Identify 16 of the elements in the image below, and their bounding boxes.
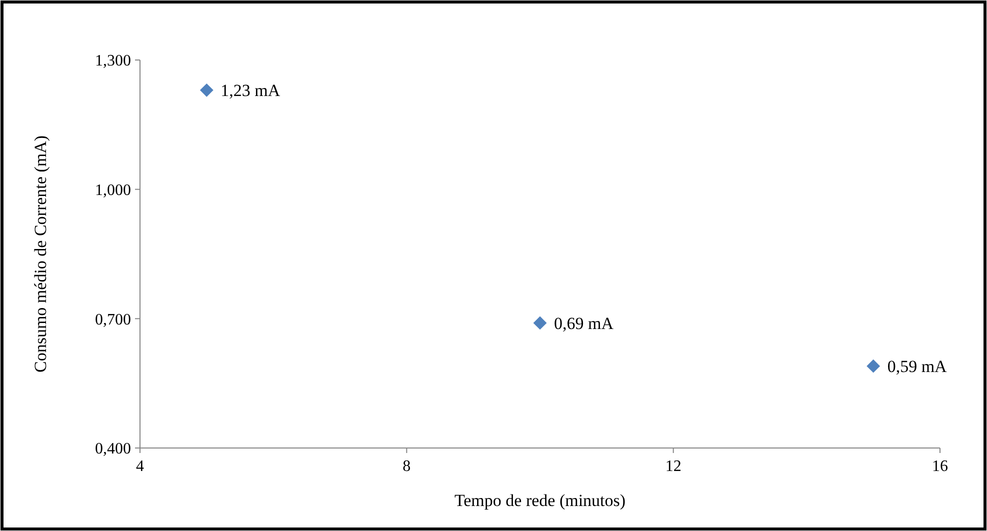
x-axis-title: Tempo de rede (minutos) [454, 491, 626, 510]
x-tick-label: 8 [402, 458, 411, 475]
y-tick-label: 0,700 [95, 311, 131, 328]
y-tick-label: 0,400 [95, 440, 131, 458]
data-label: 1,23 mA [220, 81, 281, 100]
point [866, 359, 880, 373]
y-axis-title: Consumo médio de Corrente (mA) [31, 135, 50, 373]
y-tick-label: 1,000 [95, 182, 131, 199]
point [533, 316, 547, 330]
x-tick-label: 12 [665, 458, 682, 475]
data-label: 0,69 mA [554, 314, 614, 333]
point [200, 83, 214, 97]
x-tick-label: 4 [136, 458, 144, 475]
y-tick-label: 1,300 [95, 52, 131, 70]
data-label: 0,59 mA [887, 357, 948, 376]
x-tick-label: 16 [932, 458, 948, 475]
